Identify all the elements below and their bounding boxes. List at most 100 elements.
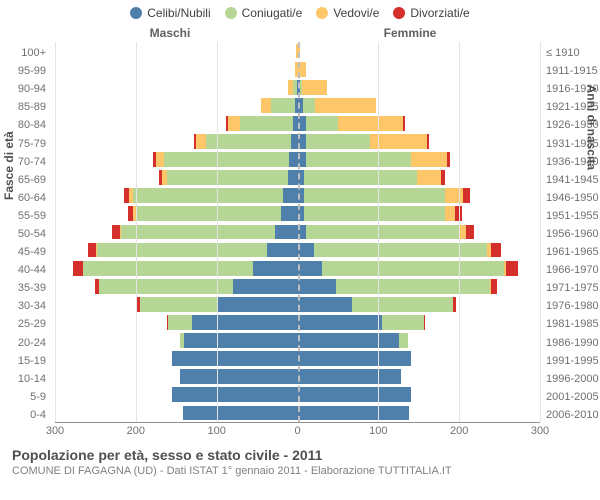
bar-segment-divorced [441, 170, 445, 185]
birth-year-label: 1966-1970 [542, 261, 600, 279]
female-bar[interactable] [298, 80, 541, 95]
legend-item[interactable]: Vedovi/e [316, 6, 379, 20]
age-label: 55-59 [0, 207, 50, 225]
female-bar[interactable] [298, 315, 541, 330]
bar-segment-married [303, 98, 315, 113]
bar-segment-divorced [424, 315, 425, 330]
bar-segment-married [306, 116, 338, 131]
bar-segment-single [288, 170, 298, 185]
bar-segment-married [306, 134, 371, 149]
female-bar[interactable] [298, 279, 541, 294]
bar-segment-married [136, 206, 282, 221]
female-bar[interactable] [298, 225, 541, 240]
bar-segment-married [97, 243, 267, 258]
female-bar[interactable] [298, 44, 541, 59]
bar-segment-single [283, 188, 298, 203]
female-bar[interactable] [298, 261, 541, 276]
male-bar[interactable] [55, 170, 298, 185]
bar-segment-single [183, 406, 298, 421]
bar-segment-single [172, 351, 297, 366]
bar-segment-widowed [338, 116, 403, 131]
male-bar[interactable] [55, 225, 298, 240]
bar-segment-single [217, 297, 298, 312]
y-axis-title-right: Anni di nascita [584, 85, 598, 170]
birth-year-label: 2001-2005 [542, 388, 600, 406]
x-tick-label: 300 [46, 425, 64, 437]
birth-year-label: 1996-2000 [542, 370, 600, 388]
male-bar[interactable] [55, 315, 298, 330]
age-label: 25-29 [0, 315, 50, 333]
bar-segment-married [382, 315, 424, 330]
female-bar[interactable] [298, 406, 541, 421]
male-bar[interactable] [55, 206, 298, 221]
bar-segment-widowed [228, 116, 240, 131]
female-bar[interactable] [298, 206, 541, 221]
bar-segment-divorced [403, 116, 405, 131]
bar-segment-single [172, 387, 297, 402]
legend-label: Divorziati/e [410, 6, 469, 20]
male-bar[interactable] [55, 62, 298, 77]
male-bar[interactable] [55, 116, 298, 131]
male-bar[interactable] [55, 243, 298, 258]
grid-line [217, 42, 218, 422]
header-male: Maschi [0, 26, 290, 40]
bar-segment-married [240, 116, 293, 131]
birth-year-label: 1981-1985 [542, 315, 600, 333]
male-bar[interactable] [55, 188, 298, 203]
bar-segment-divorced [466, 225, 474, 240]
female-bar[interactable] [298, 387, 541, 402]
female-bar[interactable] [298, 170, 541, 185]
male-bar[interactable] [55, 279, 298, 294]
bar-segment-divorced [453, 297, 455, 312]
bar-segment-single [298, 406, 410, 421]
bar-segment-divorced [506, 261, 518, 276]
male-bar[interactable] [55, 80, 298, 95]
legend-item[interactable]: Coniugati/e [225, 6, 303, 20]
birth-year-label: 1961-1965 [542, 243, 600, 261]
male-bar[interactable] [55, 134, 298, 149]
birth-year-label: 1941-1945 [542, 171, 600, 189]
bar-segment-married [164, 152, 289, 167]
male-bar[interactable] [55, 387, 298, 402]
x-tick-label: 0 [294, 425, 300, 437]
male-bar[interactable] [55, 369, 298, 384]
female-bar[interactable] [298, 351, 541, 366]
legend-swatch [225, 7, 237, 19]
female-bar[interactable] [298, 297, 541, 312]
male-bar[interactable] [55, 261, 298, 276]
legend-item[interactable]: Divorziati/e [393, 6, 469, 20]
male-bar[interactable] [55, 297, 298, 312]
female-bar[interactable] [298, 188, 541, 203]
female-bar[interactable] [298, 98, 541, 113]
male-bar[interactable] [55, 152, 298, 167]
male-bar[interactable] [55, 351, 298, 366]
bar-segment-single [298, 279, 337, 294]
female-bar[interactable] [298, 134, 541, 149]
bar-segment-widowed [302, 80, 326, 95]
bar-segment-single [233, 279, 298, 294]
age-label: 85-89 [0, 98, 50, 116]
bar-segment-single [298, 315, 383, 330]
male-bar[interactable] [55, 44, 298, 59]
bar-segment-single [298, 297, 353, 312]
female-bar[interactable] [298, 243, 541, 258]
female-bar[interactable] [298, 116, 541, 131]
grid-line [55, 42, 56, 422]
male-bar[interactable] [55, 98, 298, 113]
bar-segment-widowed [411, 152, 447, 167]
bar-segment-widowed [417, 170, 441, 185]
chart-footer: Popolazione per età, sesso e stato civil… [12, 447, 590, 477]
female-bar[interactable] [298, 152, 541, 167]
male-bar[interactable] [55, 406, 298, 421]
legend-item[interactable]: Celibi/Nubili [130, 6, 210, 20]
female-bar[interactable] [298, 369, 541, 384]
female-bar[interactable] [298, 333, 541, 348]
male-bar[interactable] [55, 333, 298, 348]
female-bar[interactable] [298, 62, 541, 77]
bar-segment-married [304, 206, 445, 221]
bar-segment-single [275, 225, 298, 240]
birth-year-label: 1956-1960 [542, 225, 600, 243]
birth-year-label: 1911-1915 [542, 62, 600, 80]
birth-year-label: 2006-2010 [542, 406, 600, 424]
bar-segment-widowed [315, 98, 376, 113]
